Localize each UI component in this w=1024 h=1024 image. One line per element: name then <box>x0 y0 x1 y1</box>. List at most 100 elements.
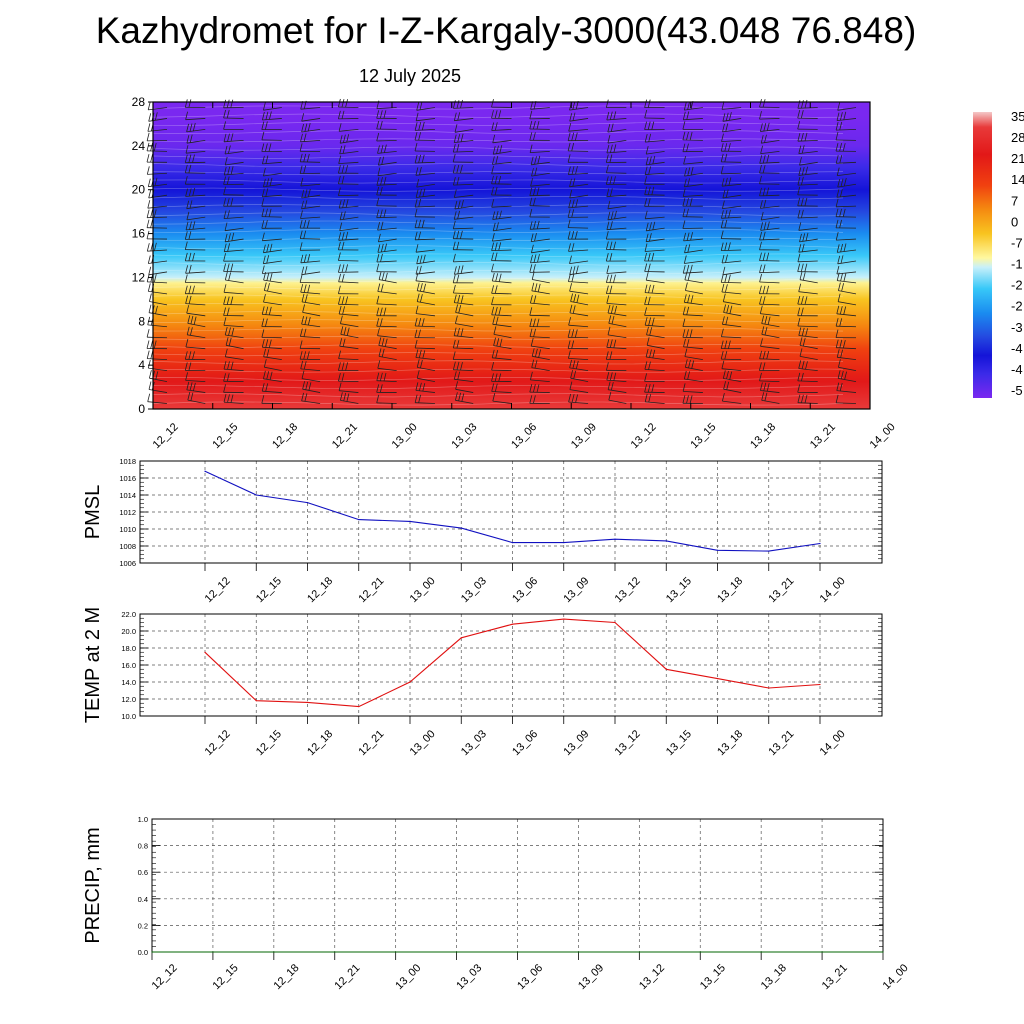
colorbar-bar <box>973 112 992 398</box>
wind-barb-flag <box>798 360 802 369</box>
wind-barb-flag <box>306 153 310 163</box>
wind-barb-flag <box>343 392 347 402</box>
wind-barb-flag <box>644 166 648 175</box>
wind-barb-flag <box>609 154 613 163</box>
wind-barb-flag <box>269 243 273 252</box>
wind-barb <box>530 254 550 264</box>
wind-barb-flag <box>224 156 228 166</box>
wind-barb-flag <box>567 219 571 228</box>
wind-barb-flag <box>569 113 573 122</box>
wind-barb-flag <box>533 295 537 304</box>
wind-barb-flag <box>647 296 651 305</box>
wind-barb-flag <box>683 255 687 264</box>
wind-barb-flag <box>223 243 227 252</box>
wind-barb-staff <box>302 312 321 317</box>
colorbar-label: 28 <box>1011 130 1024 145</box>
wind-barb-flag <box>652 155 656 165</box>
wind-barb <box>263 177 282 188</box>
wind-barb-flag <box>495 211 499 220</box>
wind-barb-staff <box>491 205 512 208</box>
wind-barb <box>223 109 244 119</box>
wind-barb <box>261 121 282 130</box>
wind-barb-flag <box>228 233 231 242</box>
wind-barb-flag <box>683 294 687 303</box>
wind-barb <box>378 271 397 284</box>
wind-barb-staff <box>492 357 512 361</box>
wind-barb-flag <box>223 263 226 272</box>
data-point <box>409 520 411 523</box>
wind-barb-flag <box>304 266 308 275</box>
wind-barb-flag <box>645 348 649 358</box>
wind-barb <box>491 373 512 382</box>
wind-barb-staff <box>644 249 665 252</box>
wind-barb <box>645 233 665 243</box>
wind-barb-flag <box>418 318 422 327</box>
wind-barb <box>146 340 168 350</box>
wind-barb-flag <box>301 123 304 133</box>
wind-barb-flag <box>838 282 841 291</box>
wind-barb-flag <box>381 156 385 165</box>
wind-barb <box>414 339 435 350</box>
wind-barb-flag <box>800 197 804 206</box>
wind-barb-staff <box>377 335 397 339</box>
wind-barb-flag <box>759 99 762 108</box>
wind-barb-flag <box>418 122 422 131</box>
wind-barb-flag <box>381 348 385 357</box>
wind-barb <box>644 252 665 262</box>
wind-barb <box>185 372 206 382</box>
wind-barb <box>338 285 359 295</box>
wind-barb-staff <box>760 129 780 132</box>
wind-barb-flag <box>189 134 193 143</box>
wind-barb-flag <box>567 340 571 349</box>
wind-barb-flag <box>189 221 192 230</box>
wind-barb <box>797 197 818 207</box>
wind-barb-flag <box>760 145 763 154</box>
wind-barb-staff <box>147 249 168 252</box>
wind-barb-flag <box>378 157 381 166</box>
wind-barb <box>568 317 589 328</box>
wind-barb <box>606 362 627 372</box>
wind-barb <box>568 243 589 252</box>
wind-barb-flag <box>797 209 801 219</box>
wind-barb <box>530 178 550 187</box>
wind-barb-flag <box>568 350 571 359</box>
wind-barb-flag <box>460 165 463 174</box>
wind-barb <box>224 222 244 232</box>
wind-barb-flag <box>644 317 648 326</box>
wind-barb <box>261 395 282 404</box>
wind-barb-flag <box>379 307 383 316</box>
wind-barb-flag <box>499 145 503 154</box>
wind-barb-flag <box>530 295 533 304</box>
wind-barb-flag <box>345 296 348 305</box>
wind-barb-flag <box>605 351 609 360</box>
wind-barb-flag <box>149 293 152 302</box>
wind-barb-flag <box>720 230 724 239</box>
wind-barb <box>835 329 857 339</box>
wind-barb-flag <box>261 318 265 327</box>
wind-barb-flag <box>537 283 541 292</box>
wind-barb-staff <box>838 290 857 295</box>
wind-barb-flag <box>383 209 387 218</box>
wind-barb <box>452 153 474 163</box>
wind-barb-flag <box>261 131 265 140</box>
wind-barb-flag <box>682 111 686 120</box>
wind-barb-staff <box>798 335 818 339</box>
wind-barb-staff <box>798 368 818 372</box>
wind-barb-flag <box>223 186 226 195</box>
wind-barbs <box>146 98 857 404</box>
contour-line <box>152 327 844 332</box>
wind-barb <box>797 176 818 186</box>
wind-barb <box>567 219 589 229</box>
wind-barb <box>491 272 512 284</box>
wind-barb <box>339 338 359 350</box>
wind-barb-flag <box>689 198 693 207</box>
wind-barb-flag <box>836 265 840 275</box>
wind-barb-flag <box>533 197 536 206</box>
wind-barb-flag <box>150 209 153 218</box>
wind-barb-flag <box>299 242 303 251</box>
wind-barb-flag <box>227 361 230 370</box>
wind-barb <box>723 304 742 317</box>
wind-barb <box>797 121 818 130</box>
data-point <box>255 700 257 702</box>
wind-barb-flag <box>491 110 494 119</box>
